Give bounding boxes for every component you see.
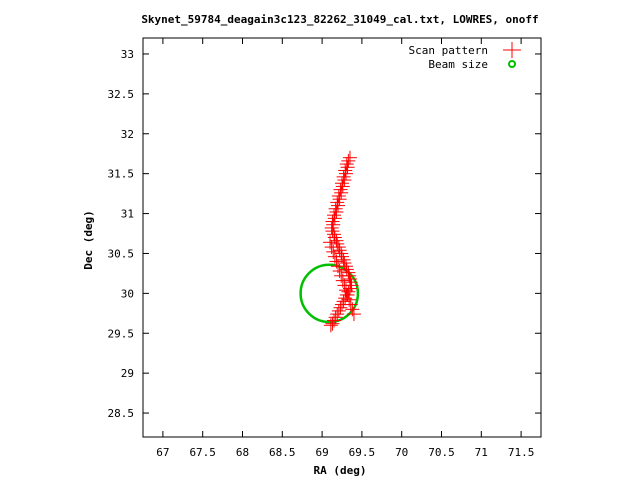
y-tick-label: 33 xyxy=(121,48,134,61)
y-axis-label: Dec (deg) xyxy=(82,210,95,270)
x-tick-label: 69 xyxy=(315,446,328,459)
scan-point xyxy=(337,173,352,188)
x-tick-label: 68 xyxy=(236,446,249,459)
scan-point xyxy=(334,246,349,261)
y-tick-label: 29 xyxy=(121,367,134,380)
scan-point xyxy=(338,163,353,178)
y-tick-label: 30 xyxy=(121,287,134,300)
legend-label-beam: Beam size xyxy=(428,58,488,71)
x-tick-label: 67.5 xyxy=(189,446,216,459)
scan-point xyxy=(328,201,343,216)
scan-point xyxy=(339,262,354,277)
scan-point xyxy=(333,182,348,197)
scan-point xyxy=(332,192,347,207)
legend-marker-scan xyxy=(503,42,521,58)
y-tick-label: 29.5 xyxy=(108,327,135,340)
scan-point xyxy=(343,275,358,290)
scan-point xyxy=(330,307,345,322)
x-tick-label: 71 xyxy=(475,446,488,459)
x-tick-label: 71.5 xyxy=(508,446,535,459)
scan-point xyxy=(328,310,343,325)
y-tick-label: 31.5 xyxy=(108,168,135,181)
scan-point xyxy=(331,303,346,318)
plot-area xyxy=(299,150,361,333)
scan-point xyxy=(327,208,342,223)
scan-point xyxy=(325,316,340,331)
scan-point xyxy=(335,176,349,191)
scan-point xyxy=(324,220,339,235)
scan-point xyxy=(336,294,351,309)
scan-point xyxy=(336,169,351,184)
scan-point xyxy=(329,204,344,219)
y-tick-label: 28.5 xyxy=(108,407,135,420)
scan-point xyxy=(326,217,341,232)
y-tick-label: 32.5 xyxy=(108,88,135,101)
scan-point xyxy=(336,252,351,267)
scan-point xyxy=(341,153,356,168)
x-tick-label: 69.5 xyxy=(349,446,376,459)
scan-point xyxy=(335,179,350,194)
y-tick-label: 32 xyxy=(121,128,134,141)
scan-point xyxy=(341,284,356,299)
plot-frame xyxy=(142,37,542,438)
y-tick-label: 30.5 xyxy=(108,247,135,260)
beam-size-circle xyxy=(299,263,360,324)
scan-point xyxy=(334,185,349,200)
y-tick-label: 31 xyxy=(121,208,134,221)
scan-point xyxy=(342,281,357,296)
scan-point xyxy=(330,195,345,210)
scan-point xyxy=(327,211,342,226)
x-tick-label: 70.5 xyxy=(428,446,455,459)
scan-point xyxy=(325,224,340,239)
scan-point xyxy=(323,318,338,333)
scan-point xyxy=(340,160,355,175)
legend-marker-beam xyxy=(508,60,516,68)
scan-point xyxy=(338,166,353,181)
scan-point xyxy=(338,291,353,306)
scan-point xyxy=(331,189,346,204)
x-tick-label: 70 xyxy=(395,446,408,459)
scan-point xyxy=(339,157,354,172)
scan-point xyxy=(330,236,345,251)
scan-point xyxy=(337,256,352,271)
scan-point xyxy=(331,198,346,213)
x-tick-label: 67 xyxy=(156,446,169,459)
x-tick-label: 68.5 xyxy=(269,446,296,459)
scan-point xyxy=(342,150,357,165)
axis-ticks: 67 67.5 68 68.5 69 69.5 70 70.5 71 71.5 28.5 29 29.5… xyxy=(108,38,541,459)
scan-point xyxy=(333,300,348,315)
chart-title: Skynet_59784_deagain3c123_82262_31049_ca… xyxy=(141,13,538,26)
legend-label-scan: Scan pattern xyxy=(409,44,488,57)
scan-point xyxy=(346,307,361,322)
scan-point xyxy=(341,265,356,280)
x-axis-label: RA (deg) xyxy=(314,464,367,477)
scan-point xyxy=(327,227,342,242)
